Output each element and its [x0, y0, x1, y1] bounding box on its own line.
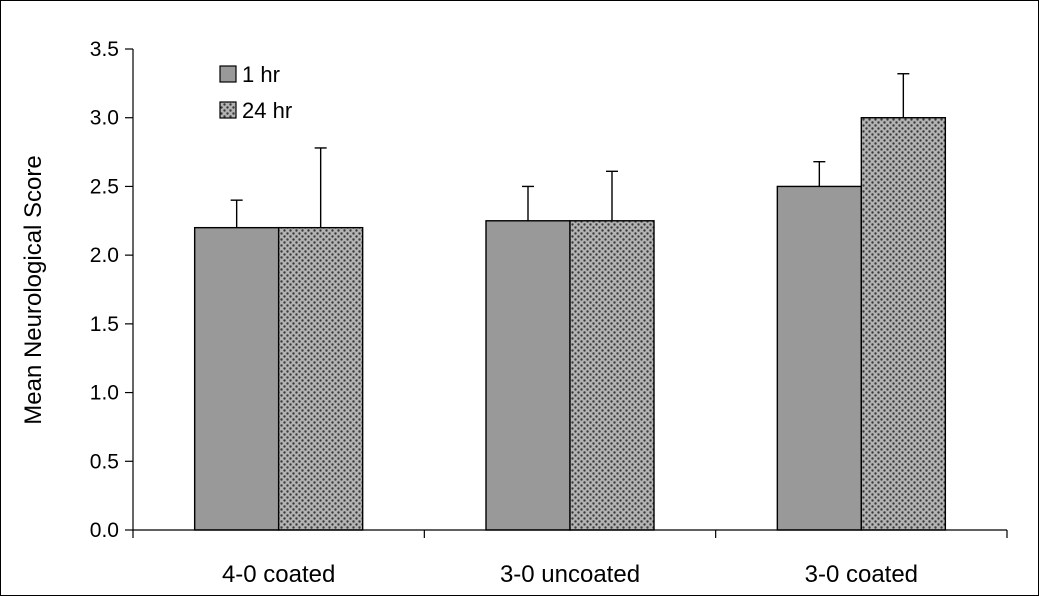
legend: 1 hr 24 hr: [219, 62, 292, 123]
legend-swatch-1hr: [219, 65, 237, 83]
x-category-label: 4-0 coated: [222, 561, 335, 588]
legend-label-1hr: 1 hr: [242, 62, 280, 87]
y-tick-label: 0.0: [90, 519, 119, 542]
y-tick-label: 2.5: [90, 175, 119, 198]
x-axis-category-labels: 4-0 coated 3-0 uncoated 3-0 coated: [222, 561, 918, 588]
y-axis-ticks: 0.0 0.5 1.0 1.5 2.0 2.5 3.0 3.5: [90, 38, 133, 542]
bar-1hr-3-0-uncoated: [485, 220, 571, 531]
bar-1hr-3-0-coated: [776, 185, 863, 531]
y-tick-label: 3.0: [90, 107, 119, 130]
bar-24hr-3-0-uncoated: [569, 220, 655, 531]
y-tick-label: 2.0: [90, 244, 119, 267]
y-tick-label: 0.5: [90, 450, 119, 473]
error-bars: [230, 73, 910, 228]
x-category-label: 3-0 coated: [805, 561, 918, 588]
legend-swatch-24hr: [219, 101, 237, 119]
bar-1hr-4-0-coated: [193, 226, 280, 531]
bar-24hr-3-0-coated: [860, 117, 947, 531]
x-axis-ticks: [132, 530, 1008, 538]
legend-label-24hr: 24 hr: [242, 98, 292, 123]
y-axis-title: Mean Neurological Score: [20, 155, 47, 424]
y-tick-label: 1.0: [90, 382, 119, 405]
y-tick-label: 1.5: [90, 313, 119, 336]
x-category-label: 3-0 uncoated: [500, 561, 640, 588]
bar-24hr-4-0-coated: [277, 226, 364, 531]
y-tick-label: 3.5: [90, 38, 119, 61]
bars: [193, 117, 947, 531]
